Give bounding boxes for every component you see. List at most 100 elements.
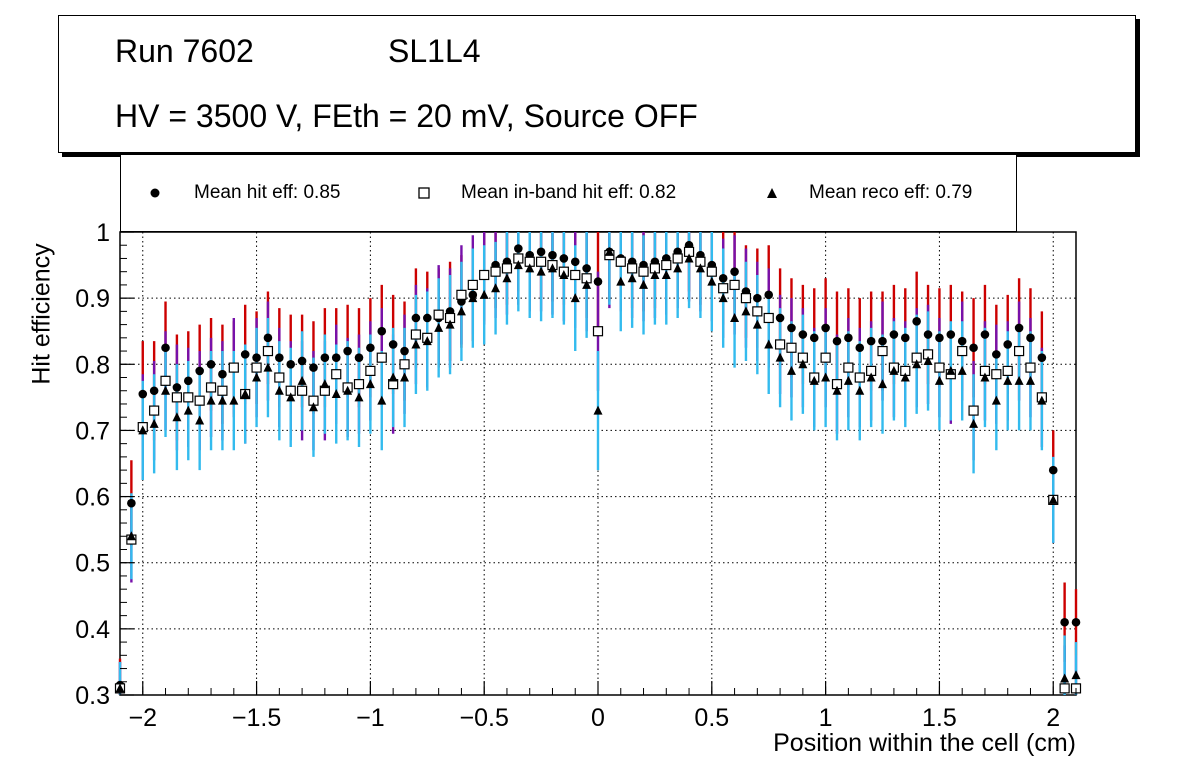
y-tick-label: 0.3 <box>75 682 110 710</box>
hit-eff-point <box>240 350 250 359</box>
hit-eff-point <box>593 277 603 286</box>
x-tick-label: 1 <box>819 704 833 732</box>
hit-eff-point <box>764 290 774 300</box>
y-tick-label: 0.7 <box>75 417 110 445</box>
reco-eff-point <box>320 379 330 389</box>
hit-eff-point <box>366 343 375 353</box>
reco-eff-point <box>297 375 307 385</box>
hit-eff-point <box>844 333 853 343</box>
x-tick-label: −1.5 <box>232 704 281 732</box>
hit-eff-point <box>787 323 796 333</box>
y-tick-label: 0.8 <box>75 351 110 379</box>
reco-eff-point <box>957 365 967 375</box>
reco-eff-point <box>969 418 979 428</box>
hit-eff-point <box>889 330 899 339</box>
hit-eff-point <box>946 330 956 339</box>
inband-eff-point <box>1025 362 1036 373</box>
hit-eff-point <box>753 293 762 303</box>
inband-eff-point <box>786 342 797 353</box>
reco-eff-point <box>138 425 148 435</box>
inband-eff-point <box>843 362 854 373</box>
inband-eff-point <box>1002 365 1013 376</box>
inband-eff-point <box>433 309 444 320</box>
hit-eff-point <box>514 244 523 253</box>
legend-label-reco-eff: Mean reco eff: 0.79 <box>809 182 973 203</box>
hit-eff-point <box>161 343 170 353</box>
hit-eff-point <box>183 376 193 386</box>
inband-eff-point <box>194 395 205 406</box>
reco-eff-point <box>195 415 205 425</box>
inband-eff-point <box>627 263 638 274</box>
hit-eff-point <box>127 498 136 508</box>
reco-eff-point <box>786 365 796 375</box>
hit-eff-point <box>923 330 933 339</box>
reco-eff-point <box>252 372 262 382</box>
run-info-box: Run 7602 SL1L4 HV = 3500 V, FEth = 20 mV… <box>58 15 1136 153</box>
hit-eff-point <box>411 313 421 323</box>
reco-eff-point <box>400 372 410 382</box>
hit-eff-point <box>206 359 216 369</box>
hit-eff-point <box>331 353 341 362</box>
layer-label: SL1L4 <box>388 33 481 69</box>
legend-label-inband-eff: Mean in-band hit eff: 0.82 <box>461 182 677 203</box>
y-tick-label: 0.4 <box>75 616 110 644</box>
reco-eff-point <box>980 372 990 382</box>
inband-eff-point <box>535 256 547 267</box>
reco-eff-point <box>513 260 523 270</box>
reco-eff-point <box>525 263 535 273</box>
hit-eff-point <box>297 356 307 366</box>
hit-eff-point <box>559 254 569 263</box>
inband-eff-point <box>638 266 649 277</box>
inband-eff-point <box>467 279 478 291</box>
hit-eff-point <box>1014 323 1024 333</box>
hit-eff-point <box>309 363 318 372</box>
reco-eff-point <box>206 395 216 405</box>
hit-eff-point <box>775 313 785 323</box>
reco-eff-point <box>764 339 774 349</box>
reco-eff-point <box>912 359 922 369</box>
inband-eff-point <box>957 345 968 357</box>
reco-eff-point <box>183 405 193 415</box>
inband-eff-point <box>877 345 888 357</box>
reco-eff-point <box>650 269 660 279</box>
inband-eff-point <box>171 392 183 403</box>
reco-eff-point <box>878 379 888 389</box>
inband-eff-point <box>205 382 217 393</box>
reco-eff-point <box>217 395 227 405</box>
hit-eff-point <box>138 389 148 399</box>
reco-eff-point <box>559 269 569 279</box>
inband-eff-point <box>661 259 672 271</box>
reco-eff-point <box>832 385 842 395</box>
reco-eff-point <box>161 385 171 395</box>
reco-eff-point <box>377 395 387 405</box>
inband-eff-point <box>729 279 740 291</box>
x-tick-label: −1 <box>356 704 385 732</box>
inband-eff-point <box>615 256 626 267</box>
reco-eff-point <box>673 263 683 273</box>
inband-eff-point <box>854 372 865 383</box>
inband-eff-point <box>296 385 308 396</box>
reco-eff-point <box>126 531 136 541</box>
reco-eff-point <box>365 379 375 389</box>
reco-eff-point <box>308 402 318 412</box>
legend-triangle-icon <box>767 188 777 198</box>
reco-eff-point <box>616 276 626 286</box>
data-markers <box>114 240 1082 694</box>
hit-eff-point <box>969 343 978 353</box>
inband-eff-point <box>740 293 752 304</box>
reco-eff-point <box>149 418 159 428</box>
reco-eff-point <box>331 389 341 399</box>
reco-eff-point <box>604 246 614 256</box>
hit-eff-point <box>422 313 432 323</box>
inband-eff-point <box>968 405 979 416</box>
hit-eff-point <box>275 353 284 362</box>
inband-eff-point <box>456 289 467 300</box>
inband-eff-point <box>1013 345 1025 357</box>
reco-eff-point <box>468 293 478 303</box>
reco-eff-point <box>582 279 592 289</box>
hit-eff-point <box>935 333 944 343</box>
reco-eff-point <box>821 372 831 382</box>
reco-eff-point <box>343 385 353 395</box>
inband-eff-point <box>1059 683 1070 694</box>
reco-eff-point <box>934 375 944 385</box>
